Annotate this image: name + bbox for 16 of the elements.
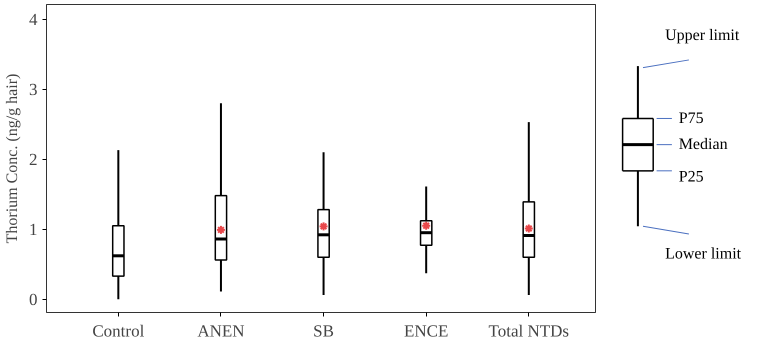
text: Upper limit xyxy=(665,26,740,44)
x-tick-label: Total NTDs xyxy=(488,322,570,340)
text: Median xyxy=(678,136,728,154)
x-tick-label: SB xyxy=(313,322,334,340)
y-tick-label: 0 xyxy=(29,290,38,310)
text: Lower limit xyxy=(665,245,742,262)
x-tick-label: ENCE xyxy=(404,322,448,340)
y-axis-title: Thorium Conc. (ng/g hair) xyxy=(4,74,21,244)
text: P25 xyxy=(678,168,704,186)
text: P75 xyxy=(678,110,704,127)
y-tick-label: 3 xyxy=(29,80,38,100)
y-tick-label: 2 xyxy=(29,150,38,170)
x-tick-label: Control xyxy=(92,322,145,340)
x-tick-label: ANEN xyxy=(197,322,245,340)
y-tick-label: 1 xyxy=(29,220,38,240)
y-tick-label: 4 xyxy=(29,10,38,30)
